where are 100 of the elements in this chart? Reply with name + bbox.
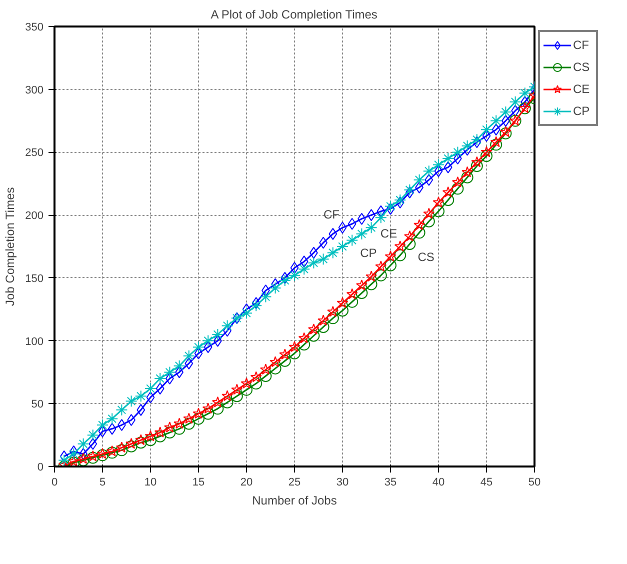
point xyxy=(202,408,214,420)
point xyxy=(288,341,300,352)
point xyxy=(164,422,176,432)
legend-label: CS xyxy=(573,60,591,74)
y-tick-label: 350 xyxy=(25,22,44,34)
point xyxy=(461,171,474,184)
point xyxy=(164,426,176,439)
point xyxy=(288,269,300,282)
x-tick-label: 25 xyxy=(288,476,301,488)
point xyxy=(384,250,396,262)
point xyxy=(480,124,492,136)
point xyxy=(328,228,338,240)
point xyxy=(116,444,128,456)
point xyxy=(298,332,310,344)
point xyxy=(396,196,404,208)
point xyxy=(422,165,435,178)
point xyxy=(182,350,195,362)
point xyxy=(346,296,358,308)
point xyxy=(278,354,291,367)
x-tick-label: 50 xyxy=(528,476,541,488)
point xyxy=(346,288,358,300)
point xyxy=(279,348,291,360)
point xyxy=(326,246,339,259)
point xyxy=(434,165,443,178)
point xyxy=(202,334,214,347)
point xyxy=(192,412,204,425)
point xyxy=(452,146,464,158)
point xyxy=(166,372,174,384)
point xyxy=(461,140,474,152)
point xyxy=(116,404,128,416)
point xyxy=(423,208,435,219)
point xyxy=(221,320,234,332)
point xyxy=(144,430,156,442)
point xyxy=(520,96,530,108)
point xyxy=(490,114,502,127)
point xyxy=(300,256,308,268)
point xyxy=(204,341,212,354)
point xyxy=(356,228,368,240)
point xyxy=(240,307,252,320)
point xyxy=(182,418,195,430)
point xyxy=(96,419,108,432)
point xyxy=(192,341,204,354)
point xyxy=(404,230,416,242)
point xyxy=(174,418,186,429)
point xyxy=(173,360,186,372)
point xyxy=(394,249,406,262)
point xyxy=(365,222,378,234)
point xyxy=(250,371,262,382)
y-tick-label: 100 xyxy=(25,336,44,348)
y-tick-label: 50 xyxy=(31,398,44,411)
x-tick-label: 5 xyxy=(99,476,106,488)
point xyxy=(442,152,454,164)
point xyxy=(384,200,396,212)
y-tick-label: 200 xyxy=(25,210,44,222)
point xyxy=(492,124,500,136)
point xyxy=(222,390,234,402)
point xyxy=(452,182,464,195)
point xyxy=(404,184,416,196)
annotation: CS xyxy=(418,250,434,264)
point xyxy=(413,226,426,239)
point xyxy=(260,364,272,375)
point xyxy=(317,320,330,333)
point xyxy=(308,330,320,342)
point xyxy=(454,152,462,164)
point xyxy=(269,362,282,374)
point xyxy=(336,304,348,317)
point xyxy=(144,434,156,446)
point xyxy=(252,297,260,310)
x-tick-label: 30 xyxy=(336,476,349,488)
point xyxy=(470,160,483,172)
point xyxy=(146,391,155,404)
point xyxy=(298,263,310,276)
point xyxy=(480,146,492,158)
point xyxy=(442,186,454,198)
point xyxy=(96,448,108,459)
point xyxy=(384,259,396,272)
point xyxy=(106,445,118,456)
point xyxy=(202,402,214,414)
point xyxy=(134,390,147,402)
point xyxy=(374,269,387,282)
point xyxy=(183,412,195,424)
x-tick-label: 45 xyxy=(480,476,493,488)
point xyxy=(154,430,166,442)
y-tick-label: 300 xyxy=(25,84,44,96)
point xyxy=(156,382,164,395)
point xyxy=(432,196,444,208)
annotation: CP xyxy=(360,246,377,260)
point xyxy=(375,260,387,272)
point xyxy=(262,284,270,296)
point xyxy=(144,382,156,395)
point xyxy=(326,312,339,324)
point xyxy=(278,274,291,286)
point xyxy=(269,282,282,294)
point xyxy=(288,347,300,360)
point xyxy=(230,390,243,402)
point xyxy=(518,87,531,100)
point xyxy=(452,176,464,188)
point xyxy=(88,438,98,450)
point xyxy=(374,212,387,224)
point xyxy=(394,194,406,206)
